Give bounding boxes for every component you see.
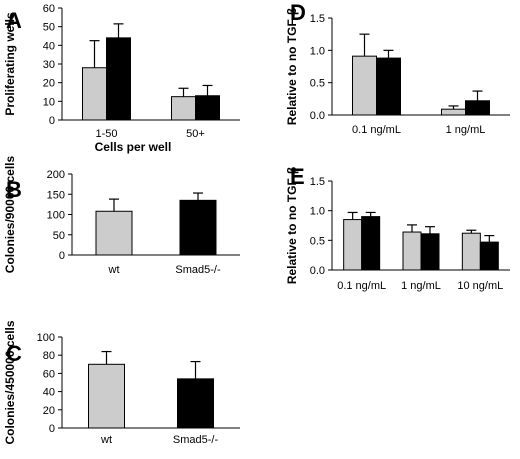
y-tick-label: 1.0 bbox=[310, 45, 325, 57]
bar bbox=[343, 219, 363, 271]
y-tick-label: 200 bbox=[47, 169, 65, 181]
bar bbox=[179, 199, 217, 256]
x-tick-label: Smad5-/- bbox=[175, 264, 221, 276]
x-tick-label: 1 ng/mL bbox=[446, 124, 486, 136]
y-tick-label: 100 bbox=[47, 210, 65, 222]
bar bbox=[177, 378, 214, 429]
y-tick-label: 30 bbox=[43, 59, 55, 71]
y-tick-label: 0 bbox=[49, 115, 55, 127]
bar bbox=[461, 232, 481, 271]
y-tick-label: 80 bbox=[43, 350, 55, 362]
y-tick-label: 1.5 bbox=[310, 176, 325, 188]
panel-label: C bbox=[6, 341, 22, 366]
panel-d: D 0.0 0.5 1.0 1.5 Relative to no TGF-β 0.1 ng/… bbox=[285, 0, 510, 136]
x-tick-label: Smad5-/- bbox=[173, 434, 219, 446]
x-tick-label: 50+ bbox=[186, 128, 205, 140]
y-tick-label: 20 bbox=[43, 78, 55, 90]
x-tick-label: 1-50 bbox=[95, 128, 117, 140]
y-axis-label: Colonies/90000 cells bbox=[3, 155, 17, 273]
y-tick-label: 1.5 bbox=[310, 13, 325, 25]
y-tick-label: 40 bbox=[43, 387, 55, 399]
bar bbox=[352, 55, 377, 116]
y-tick-label: 150 bbox=[47, 189, 65, 201]
y-tick-label: 50 bbox=[43, 22, 55, 34]
y-tick-label: 40 bbox=[43, 40, 55, 52]
x-tick-label: 0.1 ng/mL bbox=[352, 124, 401, 136]
bar bbox=[195, 95, 220, 121]
panel-a: A 0 10 20 30 40 50 60 Proliferating wells 1-50 50+… bbox=[3, 3, 240, 154]
y-tick-label: 0 bbox=[59, 250, 65, 262]
panel-label: D bbox=[290, 0, 306, 25]
panel-b: B 0 50 100 150 200 Colonies/90000 cells wt Smad5… bbox=[3, 155, 240, 276]
y-tick-label: 0 bbox=[49, 423, 55, 435]
bar bbox=[479, 241, 499, 271]
panel-e: E 0.0 0.5 1.0 1.5 Relative to no TGF-β 0.1 ng/… bbox=[285, 164, 510, 292]
x-tick-label: 10 ng/mL bbox=[457, 280, 503, 292]
y-tick-label: 100 bbox=[37, 332, 55, 344]
panel-label: A bbox=[6, 8, 22, 33]
y-axis-label: Relative to no TGF-β bbox=[285, 8, 299, 125]
bar bbox=[106, 37, 131, 121]
x-tick-label: 0.1 ng/mL bbox=[337, 280, 386, 292]
x-axis-label: Cells per well bbox=[95, 140, 172, 154]
x-tick-label: 1 ng/mL bbox=[401, 280, 441, 292]
bar bbox=[376, 57, 401, 116]
bar bbox=[402, 231, 422, 271]
y-tick-label: 0.0 bbox=[310, 265, 325, 277]
panel-c: C 0 20 40 60 80 100 Colonies/450000 cells wt Smad… bbox=[3, 320, 240, 446]
y-tick-label: 0.5 bbox=[310, 235, 325, 247]
bar bbox=[361, 216, 381, 271]
bar bbox=[465, 100, 490, 116]
bar bbox=[441, 108, 466, 116]
y-axis-label: Relative to no TGF-β bbox=[285, 167, 299, 284]
bar bbox=[95, 210, 133, 256]
y-tick-label: 0.0 bbox=[310, 110, 325, 122]
x-tick-label: wt bbox=[108, 264, 120, 276]
y-tick-label: 0.5 bbox=[310, 78, 325, 90]
y-tick-label: 60 bbox=[43, 368, 55, 380]
y-tick-label: 60 bbox=[43, 3, 55, 15]
y-axis-label: Proliferating wells bbox=[3, 12, 17, 116]
panel-label: E bbox=[290, 164, 305, 189]
y-tick-label: 20 bbox=[43, 405, 55, 417]
x-tick-label: wt bbox=[100, 434, 112, 446]
bar bbox=[171, 96, 196, 121]
y-tick-label: 10 bbox=[43, 96, 55, 108]
y-axis-label: Colonies/450000 cells bbox=[3, 320, 17, 444]
bar bbox=[88, 363, 125, 429]
y-tick-label: 50 bbox=[53, 230, 65, 242]
bar bbox=[82, 67, 107, 121]
panel-label: B bbox=[6, 177, 22, 202]
bar bbox=[420, 233, 440, 271]
y-tick-label: 1.0 bbox=[310, 206, 325, 218]
